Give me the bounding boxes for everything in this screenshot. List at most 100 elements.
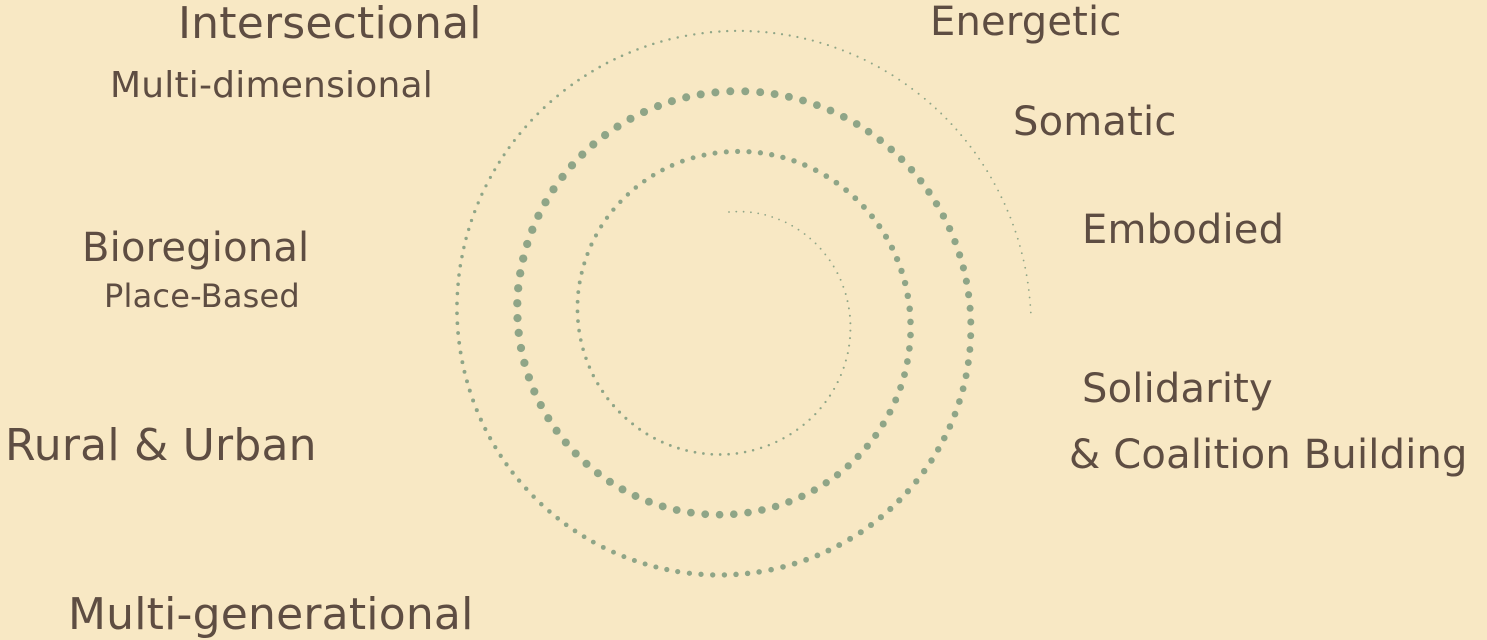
spiral-dot <box>904 83 907 86</box>
spiral-dot <box>802 423 805 426</box>
spiral-dot <box>524 125 528 129</box>
spiral-dot <box>847 307 850 310</box>
spiral-dot <box>887 505 894 513</box>
spiral-dot <box>808 418 811 421</box>
spiral-dot <box>849 329 852 332</box>
spiral-dot <box>780 33 784 36</box>
spiral-dot <box>455 301 459 306</box>
spiral-dot <box>1026 281 1029 284</box>
spiral-dot <box>611 549 616 555</box>
spiral-dot <box>576 290 581 295</box>
spiral-dot <box>617 410 622 414</box>
spiral-dot <box>955 128 958 131</box>
spiral-dot <box>484 184 488 188</box>
spiral-dot <box>536 112 540 116</box>
spiral-dot <box>846 352 849 355</box>
spiral-dot <box>547 509 552 514</box>
spiral-dot <box>575 309 580 314</box>
spiral-dot <box>768 566 774 573</box>
spiral-dot <box>541 198 550 207</box>
spiral-dot <box>744 570 751 577</box>
spiral-dot <box>750 211 752 214</box>
spiral-dot <box>458 350 463 355</box>
spiral-dot <box>809 237 812 240</box>
spiral-dot <box>701 32 704 35</box>
spiral-dot <box>857 529 864 536</box>
spiral-dot <box>744 508 752 517</box>
spiral-dot <box>784 221 787 224</box>
spiral-dot <box>464 236 468 241</box>
spiral-dot <box>978 157 981 160</box>
spiral-dot <box>770 90 779 99</box>
spiral-dot <box>791 224 794 227</box>
spiral-dot <box>764 214 767 216</box>
spiral-dot <box>727 452 730 456</box>
spiral-dot <box>898 78 901 81</box>
spiral-dot <box>1000 196 1003 199</box>
spiral-dot <box>828 394 832 397</box>
spiral-dot <box>536 401 545 410</box>
spiral-dot <box>810 486 818 494</box>
spiral-dot <box>824 400 827 404</box>
spiral-dot <box>455 291 460 296</box>
label-embodied: Embodied <box>1082 207 1285 253</box>
spiral-dot <box>530 387 539 396</box>
spiral-dot <box>735 148 741 154</box>
spiral-dot <box>913 478 920 485</box>
spiral-dot <box>756 88 765 97</box>
spiral-dot <box>667 97 676 106</box>
spiral-dot <box>460 360 465 365</box>
spiral-dot <box>600 389 605 394</box>
spiral-dot <box>765 31 768 34</box>
spiral-dot <box>563 522 569 528</box>
label-solidarity: Solidarity <box>1082 366 1273 412</box>
spiral-dot <box>723 149 729 155</box>
spiral-dot <box>823 173 830 179</box>
spiral-dot <box>791 560 798 567</box>
spiral-dot <box>1029 311 1032 314</box>
spiral-dot <box>488 175 492 179</box>
spiral-dot <box>593 469 602 478</box>
spiral-dot <box>906 345 913 352</box>
spiral-dot <box>726 87 735 96</box>
spiral-dot <box>701 510 710 519</box>
spiral-dot <box>542 106 546 110</box>
spiral-dot <box>1012 223 1014 226</box>
spiral-dot <box>504 462 509 467</box>
spiral-dot <box>941 434 948 442</box>
spiral-dot <box>652 42 655 46</box>
spiral-dot <box>462 245 466 250</box>
spiral-dot <box>877 514 884 521</box>
spiral-dot <box>844 293 847 295</box>
spiral-dot <box>819 247 822 250</box>
spiral-dot <box>852 195 859 202</box>
spiral-dot <box>945 224 954 233</box>
spiral-dot <box>721 572 728 578</box>
spiral-dot <box>826 44 829 47</box>
spiral-dot <box>552 426 561 435</box>
spiral-dot <box>775 440 778 444</box>
spiral-dot <box>836 272 839 275</box>
spiral-dot <box>804 37 807 40</box>
spiral-dot <box>644 497 653 506</box>
spiral-dot <box>833 179 840 186</box>
label-rural-urban: Rural & Urban <box>5 420 317 471</box>
spiral-dot <box>986 170 989 173</box>
spiral-dot <box>578 150 587 159</box>
spiral-dot <box>534 211 543 220</box>
spiral-dot <box>702 452 705 455</box>
spiral-dot <box>780 154 786 161</box>
spiral-dot <box>836 381 839 384</box>
spiral-dot <box>590 539 596 545</box>
spiral-dot <box>959 264 967 272</box>
spiral-dot <box>887 145 895 154</box>
spiral-dot <box>907 318 914 326</box>
spiral-dot <box>743 450 747 454</box>
spiral-dot <box>872 431 880 439</box>
spiral-dot <box>726 29 729 33</box>
spiral-dot <box>476 201 480 205</box>
spiral-dot <box>799 96 807 105</box>
spiral-dot <box>982 163 985 166</box>
spiral-dot <box>581 347 585 351</box>
